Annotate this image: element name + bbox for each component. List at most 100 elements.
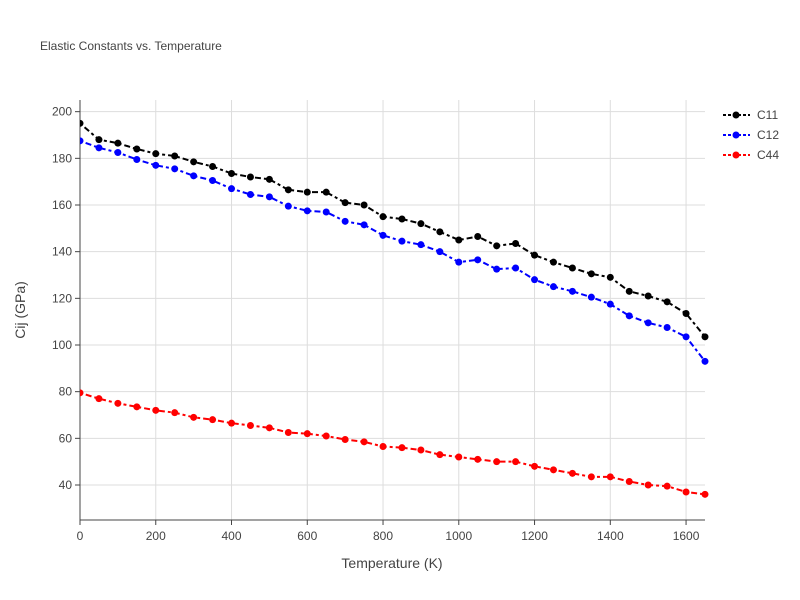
series-line-c12 bbox=[80, 139, 706, 362]
x-tick-label: 1000 bbox=[445, 529, 472, 543]
data-point-c11 bbox=[493, 242, 501, 250]
data-point-c12 bbox=[606, 300, 614, 308]
legend[interactable]: C11 C12 C44 bbox=[723, 108, 779, 162]
legend-marker bbox=[732, 111, 740, 119]
data-point-c11 bbox=[663, 298, 671, 306]
grid-lines bbox=[80, 100, 705, 520]
legend-item-c44[interactable]: C44 bbox=[723, 148, 779, 162]
data-point-c12 bbox=[133, 156, 141, 163]
data-point-c11 bbox=[209, 163, 217, 170]
x-tick-label: 1600 bbox=[673, 529, 700, 543]
data-point-c12 bbox=[663, 324, 671, 331]
x-tick-label: 1400 bbox=[597, 529, 624, 543]
data-point-c12 bbox=[436, 248, 444, 256]
data-point-c11 bbox=[284, 186, 292, 194]
data-point-c11 bbox=[228, 170, 236, 177]
data-point-c11 bbox=[606, 273, 614, 281]
data-point-c44 bbox=[474, 455, 482, 463]
data-point-c11 bbox=[190, 158, 198, 166]
data-point-c11 bbox=[625, 287, 633, 295]
data-point-c11 bbox=[133, 145, 141, 153]
data-point-c44 bbox=[455, 453, 463, 461]
data-point-c44 bbox=[246, 422, 254, 429]
data-point-c44 bbox=[284, 429, 292, 436]
data-point-c12 bbox=[568, 287, 576, 295]
data-point-c44 bbox=[549, 466, 557, 474]
legend-marker bbox=[732, 151, 740, 159]
data-point-c11 bbox=[265, 175, 273, 183]
data-point-c44 bbox=[360, 438, 368, 446]
data-point-c12 bbox=[246, 191, 254, 198]
axes: 0 200 400 600 800 1000 1200 1400 1600 40 60 80 100 12… bbox=[52, 100, 705, 543]
data-point-c11 bbox=[379, 213, 387, 221]
data-point-c11 bbox=[531, 251, 539, 259]
data-point-c11 bbox=[682, 310, 690, 317]
data-point-c44 bbox=[417, 446, 425, 454]
data-point-c11 bbox=[701, 333, 709, 341]
data-point-c44 bbox=[303, 430, 311, 438]
data-point-c12 bbox=[114, 149, 122, 156]
data-point-c12 bbox=[171, 165, 179, 173]
x-tick-label: 1200 bbox=[521, 529, 548, 543]
data-point-c44 bbox=[379, 443, 387, 450]
y-tick-label: 100 bbox=[52, 338, 72, 352]
data-point-c44 bbox=[322, 432, 330, 440]
data-point-c44 bbox=[398, 444, 406, 452]
x-tick-label: 800 bbox=[373, 529, 393, 543]
data-point-c12 bbox=[209, 177, 217, 184]
data-point-c12 bbox=[531, 276, 539, 284]
x-tick-label: 0 bbox=[77, 529, 84, 543]
data-point-c12 bbox=[625, 312, 633, 320]
y-tick-label: 200 bbox=[52, 105, 72, 119]
data-point-c12 bbox=[360, 221, 368, 229]
x-tick-label: 600 bbox=[297, 529, 317, 543]
data-point-c44 bbox=[531, 462, 539, 470]
data-point-c44 bbox=[663, 482, 671, 490]
data-point-c44 bbox=[568, 469, 576, 477]
y-tick-label: 180 bbox=[52, 151, 72, 165]
data-point-c44 bbox=[587, 473, 595, 481]
legend-label: C44 bbox=[757, 148, 779, 162]
data-point-c44 bbox=[341, 436, 349, 443]
data-point-c11 bbox=[644, 292, 652, 300]
legend-item-c11[interactable]: C11 bbox=[723, 108, 778, 122]
legend-label: C11 bbox=[757, 108, 778, 122]
data-point-c11 bbox=[114, 139, 122, 147]
data-point-c12 bbox=[341, 217, 349, 225]
data-point-c11 bbox=[549, 258, 557, 266]
data-point-c12 bbox=[682, 333, 690, 341]
data-point-c44 bbox=[682, 488, 690, 496]
series-layer bbox=[80, 119, 709, 498]
data-point-c12 bbox=[701, 357, 709, 365]
data-point-c12 bbox=[80, 137, 84, 145]
data-point-c44 bbox=[95, 395, 103, 403]
data-point-c11 bbox=[455, 236, 463, 244]
data-point-c44 bbox=[114, 399, 122, 407]
data-point-c12 bbox=[265, 193, 273, 201]
data-point-c12 bbox=[398, 237, 406, 245]
data-point-c11 bbox=[436, 228, 444, 236]
data-point-c44 bbox=[228, 419, 236, 427]
data-point-c44 bbox=[152, 406, 160, 414]
y-tick-label: 120 bbox=[52, 291, 72, 305]
data-point-c12 bbox=[228, 185, 236, 193]
data-point-c44 bbox=[265, 424, 273, 432]
data-point-c44 bbox=[171, 409, 179, 417]
data-point-c12 bbox=[152, 161, 160, 169]
data-point-c12 bbox=[493, 265, 501, 273]
legend-label: C12 bbox=[757, 128, 779, 142]
data-point-c44 bbox=[625, 478, 633, 485]
data-point-c12 bbox=[190, 172, 198, 180]
data-point-c44 bbox=[190, 413, 198, 421]
y-axis-title: Cij (GPa) bbox=[12, 281, 28, 339]
data-point-c11 bbox=[398, 215, 406, 223]
data-point-c12 bbox=[455, 258, 463, 266]
data-point-c44 bbox=[644, 481, 652, 489]
data-point-c44 bbox=[701, 490, 709, 498]
data-point-c11 bbox=[246, 173, 254, 181]
legend-item-c12[interactable]: C12 bbox=[723, 128, 779, 142]
data-point-c11 bbox=[360, 201, 368, 209]
data-point-c11 bbox=[322, 188, 330, 196]
